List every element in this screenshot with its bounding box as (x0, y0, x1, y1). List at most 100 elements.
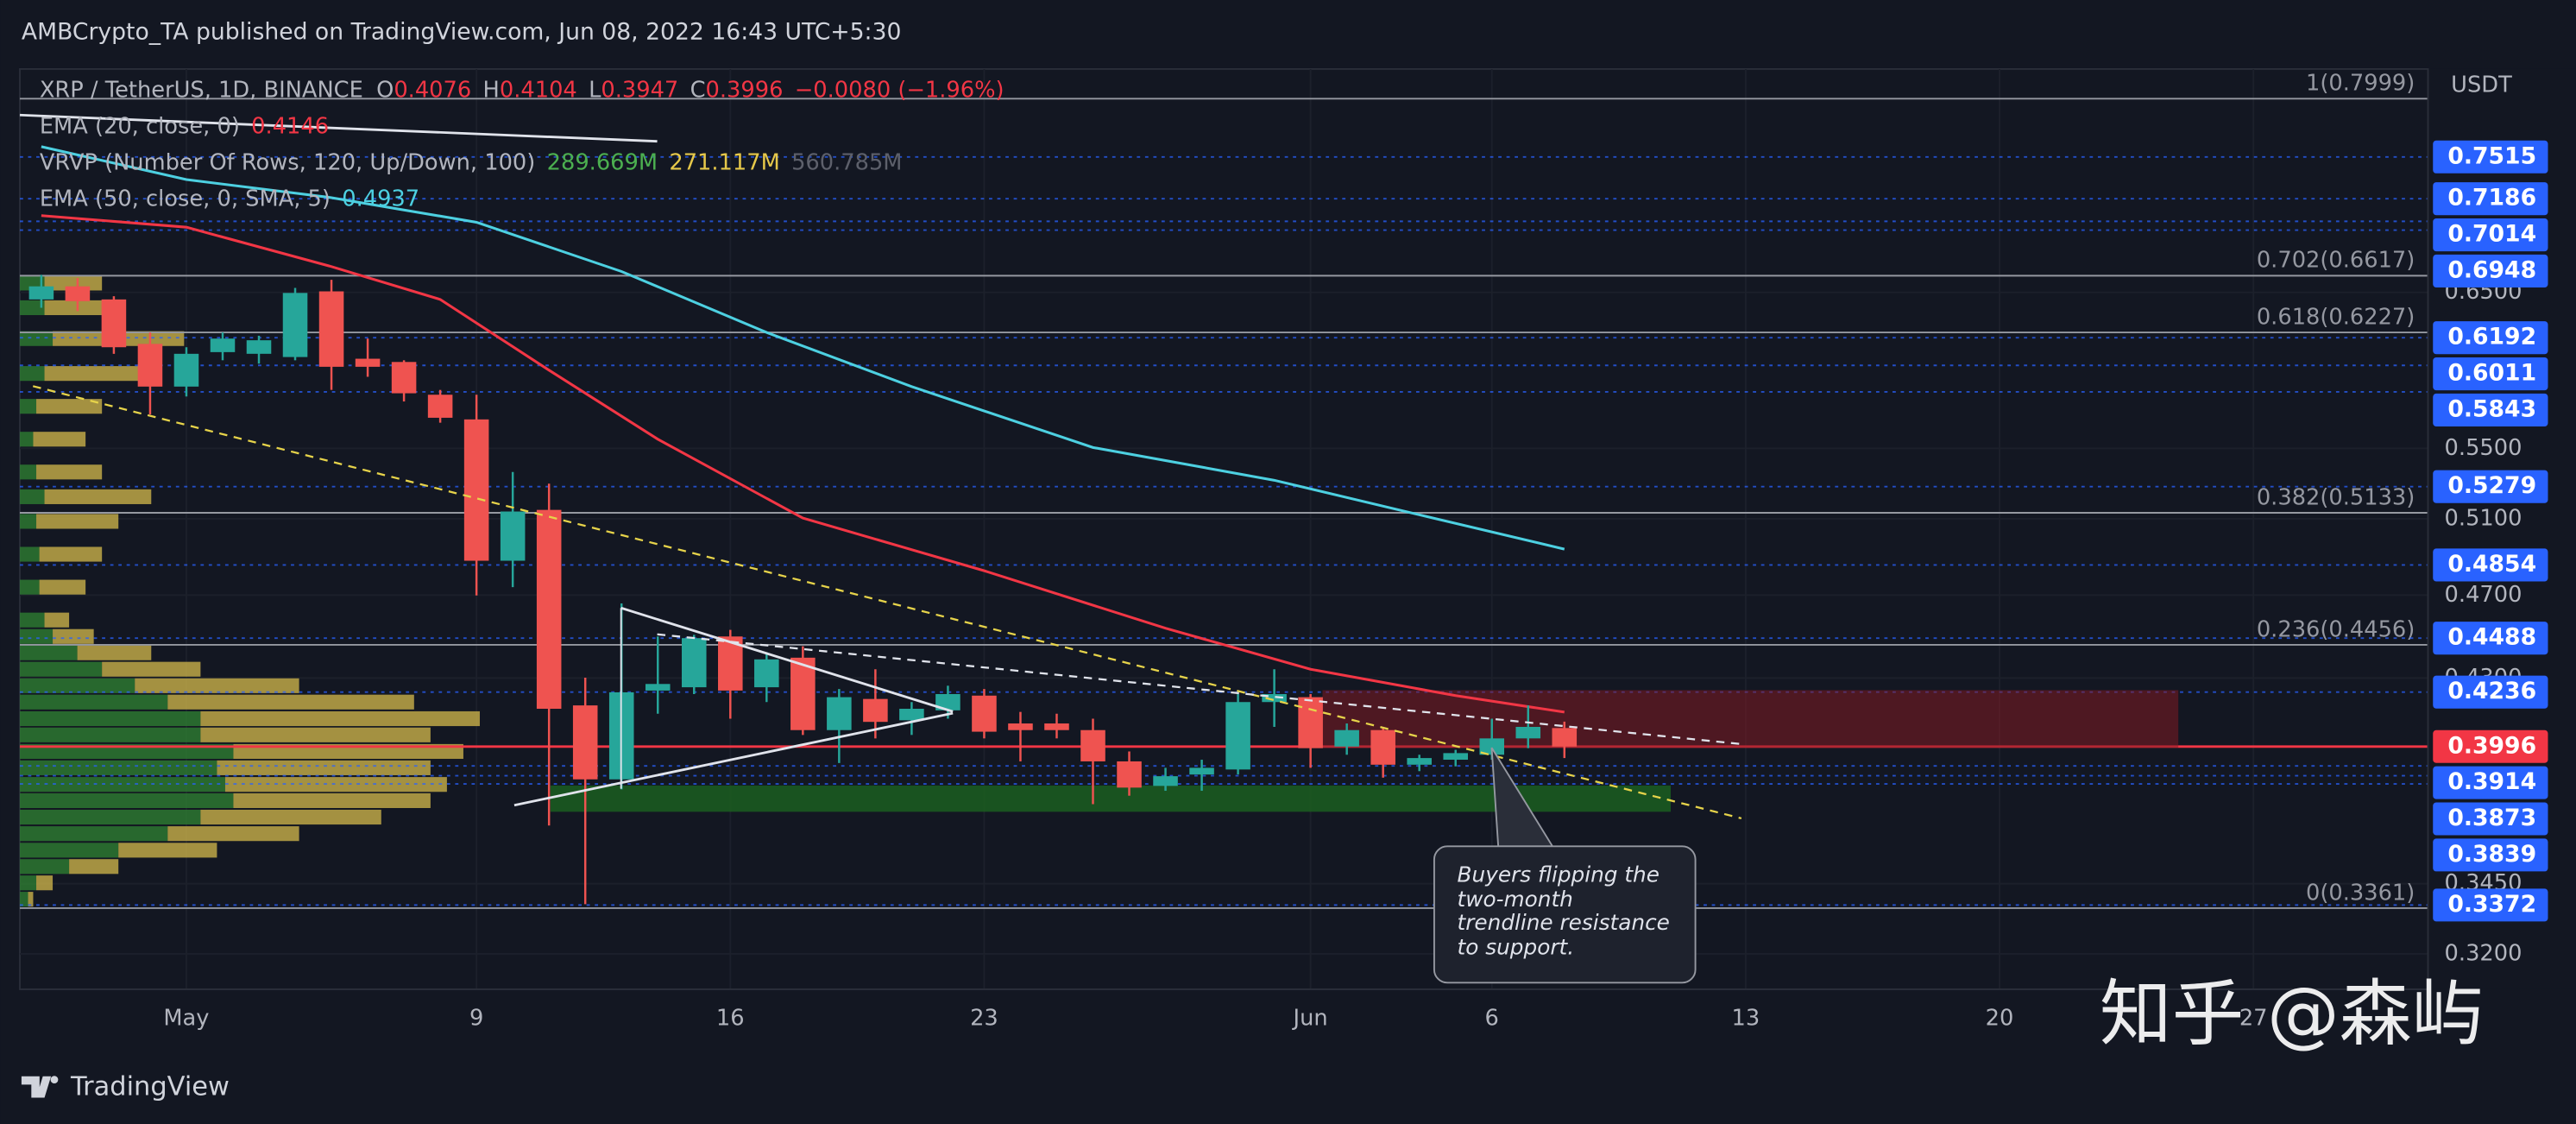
volume-down (28, 892, 34, 907)
price-label: 0.6011 (2447, 360, 2536, 387)
candle-body (318, 291, 344, 367)
callout-text: two-month (1458, 887, 1573, 912)
ema-lines (41, 145, 1565, 714)
ohlc-key: O (376, 77, 394, 103)
callout-text: to support. (1458, 934, 1575, 959)
candle-body (827, 697, 852, 730)
candle-body (1443, 753, 1468, 761)
callout-box (1433, 845, 1697, 984)
volume-up (19, 300, 45, 316)
candle-body (1008, 723, 1033, 730)
candle-body (935, 693, 960, 710)
volume-up (19, 678, 135, 693)
candle-body (500, 511, 526, 561)
fib-label: 0.618(0.6227) (2257, 304, 2415, 330)
price-label-box (2433, 182, 2548, 216)
symbol: XRP / TetherUS, 1D, BINANCE (40, 77, 363, 103)
candle-body (246, 340, 272, 354)
volume-up (19, 892, 28, 907)
y-tick-label: 0.5100 (2445, 505, 2522, 531)
volume-down (33, 432, 86, 447)
candle-body (790, 657, 816, 730)
candle-body (1262, 693, 1287, 703)
indicator-name: EMA (50, close, 0, SMA, 5) (40, 186, 331, 212)
volume-down (135, 678, 299, 693)
candle-body (572, 705, 598, 780)
y-tick-label: 0.5500 (2445, 435, 2522, 461)
candle-body (355, 358, 381, 367)
candle-body (28, 286, 54, 300)
x-tick-label: 27 (2239, 1006, 2268, 1032)
volume-down (39, 546, 103, 562)
price-label-box (2433, 140, 2548, 174)
indicator-name: VRVP (Number Of Rows, 120, Up/Down, 100) (40, 149, 535, 175)
candle-body (754, 659, 779, 688)
change: −0.0080 (−1.96%) (795, 77, 1005, 103)
candle-body (1552, 728, 1578, 747)
candles (28, 275, 1578, 905)
volume-up (19, 710, 201, 727)
candle-body (1189, 767, 1214, 775)
volume-down (217, 760, 431, 775)
volume-up (19, 489, 45, 504)
candle-body (463, 419, 489, 561)
candle-body (1298, 697, 1323, 748)
price-label: 0.5279 (2447, 472, 2536, 499)
x-tick-label: 16 (716, 1006, 745, 1032)
price-label-box (2433, 766, 2548, 799)
x-tick-label: May (163, 1006, 209, 1032)
price-label: 0.6192 (2447, 324, 2536, 350)
legend: XRP / TetherUS, 1D, BINANCE O0.4076 H0.410… (40, 77, 1005, 212)
y-tick-label: 0.3200 (2445, 940, 2522, 966)
price-label: 0.3873 (2447, 805, 2536, 831)
volume-up (19, 694, 168, 710)
indicator-name: EMA (20, close, 0) (40, 113, 240, 139)
indicator-value: 0.4146 (251, 113, 329, 139)
candle-body (1044, 723, 1069, 730)
volume-up (19, 645, 78, 660)
trendline (19, 113, 658, 143)
candle-body (1407, 758, 1432, 765)
watermark: 知乎 @森屿 (2100, 971, 2484, 1056)
ohlc-value: 0.4076 (394, 77, 471, 103)
legend-row: VRVP (Number Of Rows, 120, Up/Down, 100)… (40, 149, 903, 175)
volume-profile (19, 275, 480, 907)
candle-body (972, 695, 997, 732)
price-label: 0.3839 (2447, 841, 2536, 868)
resistance-zone (1322, 690, 2179, 748)
volume-up (19, 875, 37, 891)
volume-up (19, 628, 54, 644)
price-label-box (2433, 729, 2548, 763)
x-tick-label: 9 (469, 1006, 483, 1032)
logo-icon (50, 1076, 59, 1083)
candle-body (427, 395, 453, 418)
candle-body (1370, 729, 1395, 765)
trend-drawings (19, 113, 1745, 820)
ohlc-key: H (483, 77, 500, 103)
volume-up (19, 331, 54, 346)
indicator-value: 289.669M (547, 149, 658, 175)
support-zone (550, 785, 1672, 812)
price-label-box (2433, 357, 2548, 391)
price-label: 0.4488 (2447, 624, 2536, 651)
volume-down (39, 579, 86, 595)
legend-row: EMA (50, close, 0, SMA, 5) 0.4937 (40, 186, 419, 212)
x-tick-label: 13 (1732, 1006, 1760, 1032)
volume-down (167, 694, 414, 710)
volume-up (19, 464, 37, 480)
price-label: 0.3914 (2447, 768, 2536, 795)
candle-body (1080, 729, 1105, 761)
fib-label: 1(0.7999) (2306, 71, 2415, 97)
volume-down (77, 645, 152, 660)
volume-down (233, 792, 431, 808)
volume-down (200, 710, 480, 727)
candle-body (899, 709, 924, 721)
fib-label: 0.382(0.5133) (2257, 484, 2415, 510)
candle-body (1515, 727, 1541, 739)
x-tick-label: 20 (1986, 1006, 2014, 1032)
ohlc-key: L (589, 77, 601, 103)
ohlc-value: 0.4104 (500, 77, 577, 103)
volume-down (36, 399, 103, 414)
volume-up (19, 546, 40, 562)
price-label-box (2433, 470, 2548, 503)
